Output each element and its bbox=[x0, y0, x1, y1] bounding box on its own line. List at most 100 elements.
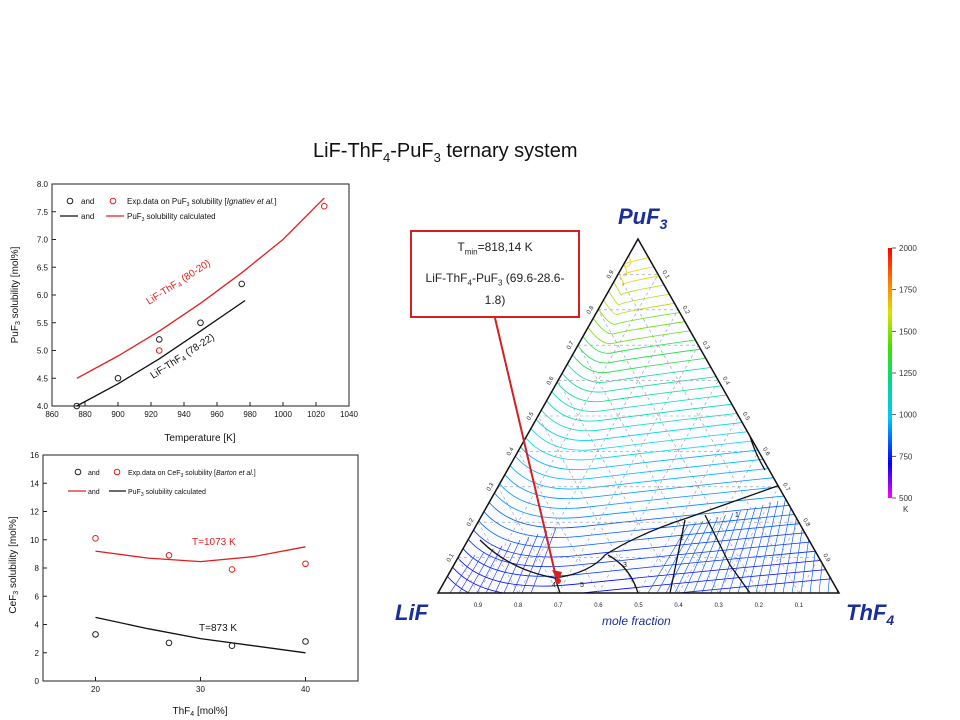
slide-title: LiF-ThF4-PuF3 ternary system bbox=[313, 140, 578, 165]
vertex-top-label: PuF3 bbox=[618, 204, 668, 232]
c1-xtick-label-2: 900 bbox=[111, 410, 125, 419]
contour-2 bbox=[446, 537, 831, 587]
c1-exp-black-point-4 bbox=[238, 280, 246, 288]
contour-21 bbox=[544, 362, 732, 403]
contour-left-4 bbox=[485, 542, 512, 593]
c1-exp-black-point-2 bbox=[155, 336, 163, 343]
contour-18 bbox=[529, 390, 747, 432]
legend2-exp-label: Exp.data on CeF3 solubility [Barton et a… bbox=[128, 470, 256, 479]
contour-right-10 bbox=[737, 504, 764, 593]
c2-ytick-label-7: 14 bbox=[30, 479, 39, 488]
c1-calc-red-line bbox=[76, 197, 325, 379]
c2-ytick-label-1: 2 bbox=[35, 649, 40, 658]
contour-right-13 bbox=[764, 498, 786, 593]
callout-composition: LiF-ThF4-PuF3 (69.6-28.6-1.8) bbox=[425, 271, 565, 307]
region-label-4: 5 bbox=[580, 582, 584, 589]
grid-line-7-0 bbox=[497, 486, 559, 593]
tern-bottom-tick-0: 0.9 bbox=[474, 603, 483, 609]
legend1-exp-label: Exp.data on PuF3 solubility [Ignatiev et… bbox=[127, 197, 277, 208]
c1-xtick-label-6: 980 bbox=[243, 410, 257, 419]
c1-ytick-label-4: 6.0 bbox=[37, 291, 49, 300]
c1-exp-red-point-0 bbox=[155, 347, 163, 354]
tern-bottom-tick-8: 0.1 bbox=[795, 603, 804, 609]
contour-14 bbox=[508, 426, 768, 470]
grid-line-1-1 bbox=[477, 274, 659, 593]
c2-ytick-label-0: 0 bbox=[35, 677, 40, 686]
boundary-eutectic-curve bbox=[479, 484, 781, 579]
tern-bottom-tick-3: 0.6 bbox=[594, 603, 603, 609]
c1-xtick-label-8: 1020 bbox=[307, 410, 325, 419]
contour-right-6 bbox=[701, 512, 734, 593]
c1-ytick-label-2: 5.0 bbox=[37, 347, 49, 356]
contour-right-9 bbox=[728, 506, 756, 593]
tern-left-tick-7: 0.8 bbox=[586, 305, 596, 316]
legend1-exp-red-marker bbox=[109, 197, 117, 205]
c2-ytick-label-2: 4 bbox=[35, 621, 40, 630]
contour-left-9 bbox=[530, 527, 557, 593]
colorbar-tick-label-3: 1250 bbox=[899, 369, 917, 378]
grid-line-5-0 bbox=[537, 415, 639, 593]
c2-exp-red-point-3 bbox=[302, 560, 309, 568]
contour-left-2 bbox=[467, 548, 494, 593]
contour-left-7 bbox=[512, 533, 539, 593]
grid-line-5-1 bbox=[638, 415, 739, 593]
tern-right-tick-5: 0.6 bbox=[761, 447, 771, 458]
c2-exp-red-point-0 bbox=[92, 535, 99, 542]
contour-right-1 bbox=[656, 522, 696, 593]
chart2-red-curve-label: T=1073 K bbox=[192, 537, 236, 548]
tern-bottom-tick-7: 0.2 bbox=[755, 603, 764, 609]
c1-calc-black-line bbox=[76, 299, 246, 407]
contour-left-6 bbox=[503, 536, 530, 593]
contour-right-11 bbox=[746, 502, 771, 593]
contour-19 bbox=[534, 380, 742, 422]
contour-9 bbox=[482, 472, 794, 519]
grid-line-1-0 bbox=[617, 274, 800, 593]
boundary-vertical-1 bbox=[669, 519, 686, 593]
c1-ytick-label-0: 4.0 bbox=[37, 402, 49, 411]
tern-right-tick-4: 0.5 bbox=[741, 411, 751, 422]
c1-xtick-label-7: 1000 bbox=[274, 410, 292, 419]
chart1-xlabel: Temperature [K] bbox=[164, 433, 235, 444]
tern-right-tick-1: 0.2 bbox=[681, 305, 691, 316]
c1-exp-red-point-1 bbox=[320, 202, 328, 210]
c1-xtick-label-3: 920 bbox=[144, 410, 158, 419]
c1-xtick-label-0: 860 bbox=[45, 410, 59, 419]
c2-ytick-label-5: 10 bbox=[30, 536, 39, 545]
contour-0 bbox=[438, 555, 839, 593]
boundary-vertical-2 bbox=[704, 514, 751, 593]
mole-fraction-label: mole fraction bbox=[602, 614, 671, 628]
c1-ytick-label-8: 8.0 bbox=[37, 180, 49, 189]
min-temperature-callout: Tmin=818,14 K LiF-ThF4-PuF3 (69.6-28.6-1… bbox=[410, 230, 580, 318]
region-label-2: 1 bbox=[735, 512, 739, 519]
contour-23 bbox=[555, 344, 721, 383]
region-label-0: 2 bbox=[680, 535, 684, 542]
contour-6 bbox=[466, 500, 810, 548]
colorbar-tick-label-4: 1000 bbox=[899, 411, 917, 420]
chart1-frame bbox=[51, 183, 350, 407]
tern-right-tick-7: 0.8 bbox=[801, 518, 811, 529]
chart1-ylabel: PuF3 solubility [mol%] bbox=[10, 246, 22, 343]
tern-right-tick-8: 0.9 bbox=[821, 553, 831, 564]
contour-right-3 bbox=[674, 518, 711, 593]
chart2-frame bbox=[42, 454, 359, 682]
tern-bottom-tick-5: 0.4 bbox=[674, 603, 683, 609]
region-label-1: 3 bbox=[623, 562, 627, 569]
c2-xtick-label-1: 30 bbox=[196, 685, 205, 694]
grid-line-8-1 bbox=[758, 522, 800, 593]
c1-xtick-label-5: 960 bbox=[210, 410, 224, 419]
c2-exp-black-point-1 bbox=[165, 639, 173, 647]
tern-left-tick-2: 0.3 bbox=[486, 482, 496, 493]
contour-25 bbox=[565, 325, 711, 364]
tern-left-tick-5: 0.6 bbox=[546, 375, 556, 386]
colorbar-tick-label-2: 1500 bbox=[899, 327, 917, 336]
legend2-and-2: and bbox=[88, 489, 100, 496]
callout-pointer-line bbox=[494, 317, 557, 578]
c1-ytick-label-6: 7.0 bbox=[37, 236, 49, 245]
legend1-calc-label: PuF3 solubility calculated bbox=[127, 212, 216, 223]
legend2-exp-red-marker bbox=[113, 468, 121, 476]
chart2-ylabel: CeF3 solubility [mol%] bbox=[8, 516, 20, 614]
contour-8 bbox=[477, 482, 800, 529]
c1-xtick-label-4: 940 bbox=[177, 410, 191, 419]
tern-left-tick-1: 0.2 bbox=[466, 517, 476, 528]
